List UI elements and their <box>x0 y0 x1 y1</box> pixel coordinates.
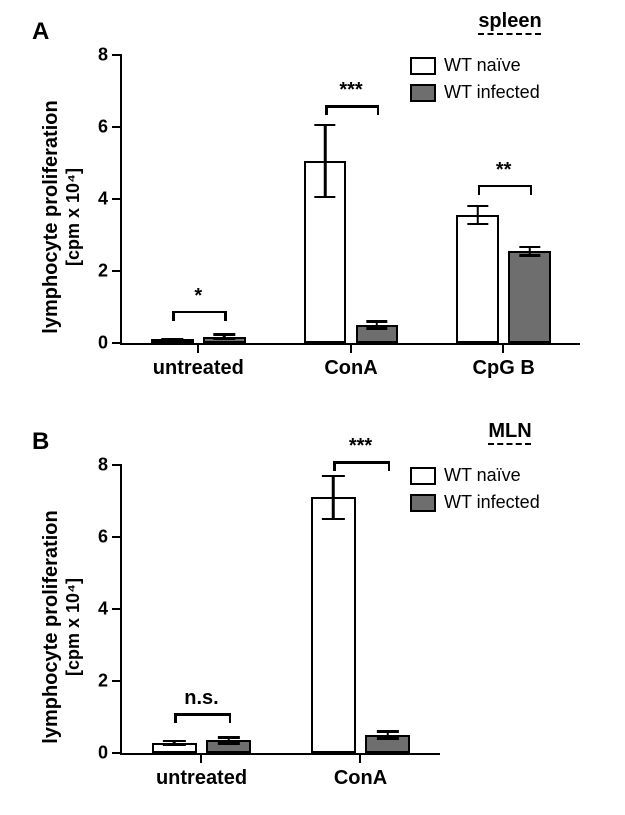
sig-label: *** <box>339 79 362 102</box>
error-cap <box>214 337 235 340</box>
xtick-label: CpG B <box>473 357 535 380</box>
panel-b-plot: 02468untreatedConAn.s.*** <box>120 465 440 755</box>
sig-label: *** <box>349 435 372 458</box>
xtick <box>197 343 199 353</box>
ytick <box>112 198 122 200</box>
error-cap <box>217 736 239 739</box>
sig-bracket <box>388 461 391 471</box>
ytick-label: 8 <box>98 45 108 66</box>
ytick-label: 8 <box>98 455 108 476</box>
panel-b-ylabel: lymphocyte proliferation [cpm x 10⁴] <box>40 497 84 757</box>
sig-bracket <box>174 713 177 723</box>
error-cap <box>322 475 344 478</box>
panel-b: B MLN WT naïve WT infected lymphocyte pr… <box>0 410 625 810</box>
error-cap <box>467 205 488 208</box>
sig-bracket <box>172 311 175 321</box>
panel-b-title: MLN <box>450 420 570 443</box>
error-bar <box>476 206 479 224</box>
ytick <box>112 752 122 754</box>
ylabel-line1: lymphocyte proliferation <box>40 510 62 743</box>
error-cap <box>519 254 540 257</box>
xtick-label: untreated <box>153 357 244 380</box>
bar <box>311 497 356 753</box>
xtick-label: ConA <box>324 357 377 380</box>
sig-bracket <box>172 311 226 314</box>
error-cap <box>217 742 239 745</box>
sig-bracket <box>174 713 231 716</box>
panel-a-label: A <box>32 18 49 46</box>
ylabel-line1: lymphocyte proliferation <box>40 100 62 333</box>
ytick-label: 6 <box>98 527 108 548</box>
error-cap <box>366 327 387 330</box>
ytick <box>112 536 122 538</box>
error-cap <box>467 223 488 226</box>
xtick <box>350 343 352 353</box>
xtick <box>359 753 361 763</box>
xtick <box>200 753 202 763</box>
bar <box>508 251 551 343</box>
error-cap <box>322 518 344 521</box>
error-cap <box>214 333 235 336</box>
panel-b-label: B <box>32 428 49 456</box>
ytick <box>112 680 122 682</box>
ytick <box>112 270 122 272</box>
sig-bracket <box>478 185 532 188</box>
sig-bracket <box>229 713 232 723</box>
error-cap <box>376 737 398 740</box>
ytick <box>112 464 122 466</box>
ytick-label: 6 <box>98 117 108 138</box>
error-bar <box>324 125 327 197</box>
ylabel-line2: [cpm x 10⁴] <box>63 87 84 347</box>
panel-a-plot: 02468untreatedConACpG B****** <box>120 55 580 345</box>
ytick-label: 0 <box>98 333 108 354</box>
ytick-label: 4 <box>98 189 108 210</box>
ytick-label: 4 <box>98 599 108 620</box>
legend-label: WT infected <box>444 492 540 513</box>
ytick <box>112 342 122 344</box>
sig-bracket <box>333 461 336 471</box>
sig-label: * <box>194 285 202 308</box>
ylabel-line2: [cpm x 10⁴] <box>63 497 84 757</box>
sig-bracket <box>478 185 481 195</box>
error-cap <box>314 196 335 199</box>
panel-a-title: spleen <box>450 10 570 33</box>
ytick <box>112 54 122 56</box>
xtick-label: untreated <box>156 767 247 790</box>
error-cap <box>162 340 183 343</box>
legend-label: WT naïve <box>444 465 521 486</box>
ytick-label: 2 <box>98 261 108 282</box>
error-cap <box>314 124 335 127</box>
sig-label: n.s. <box>184 687 218 710</box>
panel-a: A spleen WT naïve WT infected lymphocyte… <box>0 0 625 400</box>
sig-bracket <box>224 311 227 321</box>
sig-bracket <box>530 185 533 195</box>
error-cap <box>366 320 387 323</box>
error-cap <box>519 246 540 249</box>
ytick-label: 0 <box>98 743 108 764</box>
error-cap <box>376 730 398 733</box>
panel-a-ylabel: lymphocyte proliferation [cpm x 10⁴] <box>40 87 84 347</box>
sig-bracket <box>325 105 379 108</box>
error-bar <box>332 476 335 519</box>
figure: A spleen WT naïve WT infected lymphocyte… <box>0 0 625 815</box>
ytick-label: 2 <box>98 671 108 692</box>
ytick <box>112 608 122 610</box>
sig-bracket <box>325 105 328 115</box>
bar <box>456 215 499 343</box>
xtick-label: ConA <box>334 767 387 790</box>
ytick <box>112 126 122 128</box>
error-cap <box>163 740 185 743</box>
sig-bracket <box>333 461 390 464</box>
sig-label: ** <box>496 159 512 182</box>
error-cap <box>163 743 185 746</box>
sig-bracket <box>377 105 380 115</box>
xtick <box>502 343 504 353</box>
